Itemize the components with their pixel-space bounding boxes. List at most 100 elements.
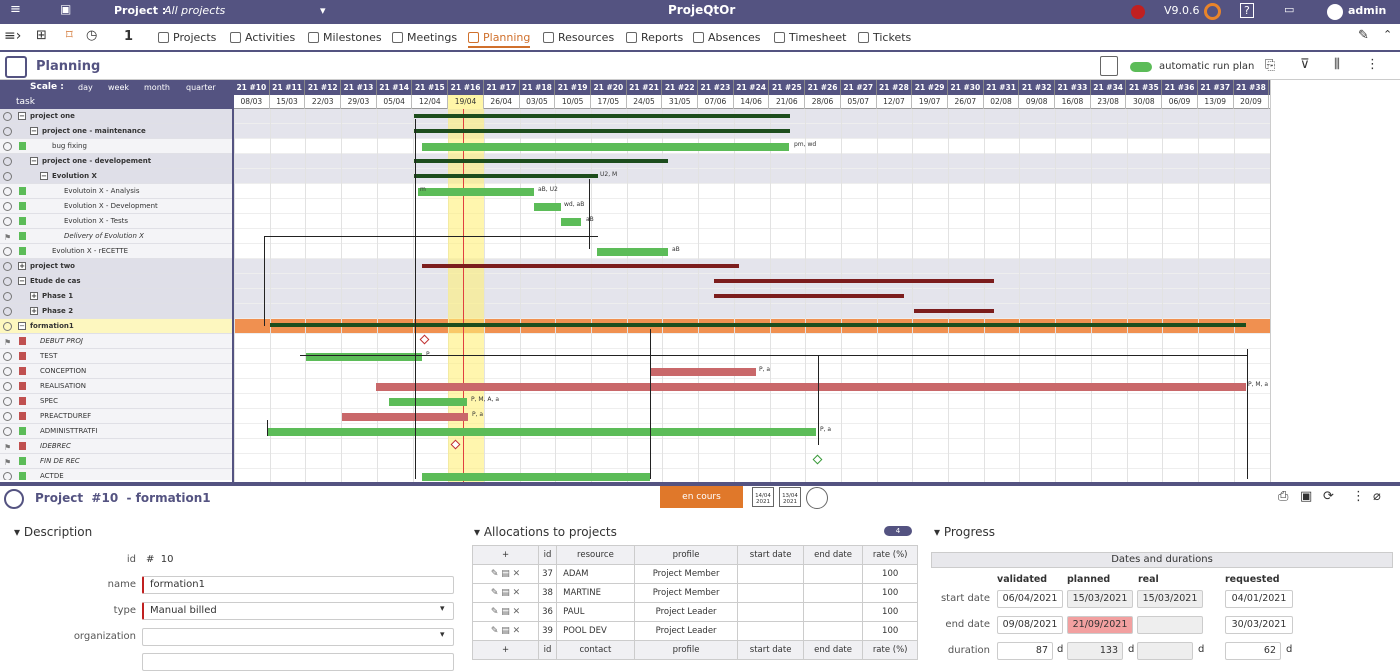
task-row[interactable]: − project one - maintenance [0,124,232,139]
gantt-bar[interactable] [422,473,650,481]
gantt-bar[interactable] [414,129,790,133]
row-actions[interactable]: ✎ ▤ ✕ [472,621,539,641]
collapse-icon[interactable]: − [18,112,26,120]
gantt-bar[interactable] [342,413,468,421]
tab-projects[interactable]: Projects [158,31,216,44]
progress-header[interactable]: ▾ Progress [934,525,996,539]
scale-month[interactable]: month [144,83,170,92]
hierarchy-icon[interactable] [806,487,828,509]
col-header[interactable]: end date [802,545,864,565]
row-actions[interactable]: ✎ ▤ ✕ [472,583,539,603]
bar-label[interactable]: P, M, A, a [471,396,500,403]
help-icon[interactable]: ? [1240,3,1254,18]
gantt-bar[interactable] [306,353,422,361]
tab-activities[interactable]: Activities [230,31,295,44]
task-row[interactable]: TEST [0,349,232,364]
gantt-scroll-area[interactable] [1270,80,1400,482]
gantt-bar[interactable] [389,398,467,406]
tab-planning[interactable]: Planning [468,31,531,48]
columns-icon[interactable]: ⫼ [1334,57,1340,72]
scale-quarter[interactable]: quarter [186,83,216,92]
col-header[interactable]: resource [556,545,635,565]
task-row[interactable]: + project two [0,259,232,274]
bar-label[interactable]: aB, U2 [538,186,558,193]
end-requested[interactable]: 30/03/2021 [1225,616,1293,634]
task-row[interactable]: CONCEPTION [0,364,232,379]
history-icon[interactable]: ◷ [86,28,98,43]
scale-week[interactable]: week [108,83,130,92]
dur-validated[interactable]: 87 [997,642,1053,660]
bar-label[interactable]: aB [672,246,680,253]
refresh-icon[interactable]: ⟳ [1323,489,1334,504]
collapse-icon[interactable]: − [30,157,38,165]
dur-requested[interactable]: 62 [1225,642,1281,660]
type-select[interactable]: Manual billed [142,602,454,620]
tab-timesheet[interactable]: Timesheet [774,31,846,44]
col-header[interactable]: id [537,545,558,565]
gantt-bar[interactable] [714,294,904,298]
collapse-icon[interactable]: + [18,262,26,270]
gantt-bar[interactable] [270,323,1246,327]
chevron-down-icon[interactable]: ▾ [320,4,326,17]
task-row[interactable]: + Phase 2 [0,304,232,319]
extra-field[interactable] [142,653,454,671]
scale-day[interactable]: day [78,83,93,92]
tab-reports[interactable]: Reports [626,31,683,44]
task-row[interactable]: bug fixing [0,139,232,154]
project-selector[interactable]: All projects [164,4,226,17]
row-actions[interactable]: ✎ ▤ ✕ [472,602,539,622]
more-icon[interactable]: ⋮ [1366,57,1379,72]
gantt-bar[interactable] [597,248,668,256]
task-row[interactable]: − Etude de cas [0,274,232,289]
task-row[interactable]: ⚑ IDEBREC [0,439,232,454]
col-header[interactable]: profile [633,640,739,660]
task-row[interactable]: Evolution X - Development [0,199,232,214]
collapse-icon[interactable]: + [30,292,38,300]
calculator-icon[interactable] [1100,56,1118,76]
calendar-icon-end[interactable]: 13/04 2021 [779,487,801,507]
task-row[interactable]: + Phase 1 [0,289,232,304]
start-requested[interactable]: 04/01/2021 [1225,590,1293,608]
collapse-icon[interactable]: − [30,127,38,135]
avatar[interactable] [1327,4,1343,20]
end-validated[interactable]: 09/08/2021 [997,616,1063,634]
add-icon[interactable]: ⊞ [36,28,47,43]
task-row[interactable]: Evolution X - Tests [0,214,232,229]
refresh-icon[interactable] [1204,3,1221,20]
task-row[interactable]: − Evolution X [0,169,232,184]
gantt-bar[interactable] [650,368,756,376]
add-contact-button[interactable]: + [472,640,539,660]
calendar-icon-start[interactable]: 14/04 2021 [752,487,774,507]
col-header[interactable]: start date [737,640,804,660]
bookmark-icon[interactable]: ⌑ [66,28,73,43]
bar-label[interactable]: aB [586,216,594,223]
bar-label[interactable]: wd, aB [564,201,585,208]
auto-run-toggle[interactable] [1130,62,1152,72]
tab-tickets[interactable]: Tickets [858,31,911,44]
bar-label[interactable]: P, M, a [1248,381,1269,388]
task-row[interactable]: PREACTDUREF [0,409,232,424]
description-header[interactable]: ▾ Description [14,525,93,539]
gantt-bar[interactable] [418,188,534,196]
collapse-icon[interactable]: − [18,322,26,330]
col-header[interactable]: end date [802,640,864,660]
col-header[interactable]: contact [556,640,635,660]
pencil-icon[interactable]: ✎ [1358,28,1369,43]
collapse-icon[interactable]: + [30,307,38,315]
gantt-bar[interactable] [414,114,790,118]
gantt-bar[interactable] [914,309,994,313]
allocations-header[interactable]: ▾ Allocations to projects [474,525,617,539]
nav-toggle-icon[interactable]: ≡› [4,28,22,44]
filter-icon[interactable]: ⊽ [1300,57,1310,72]
task-row[interactable]: ACTDE [0,469,232,480]
col-header[interactable]: rate (%) [862,545,918,565]
gantt-bar[interactable] [534,203,561,211]
attachment-icon[interactable]: ⌀ [1373,489,1381,504]
task-row[interactable]: ⚑ Delivery of Evolution X [0,229,232,244]
window-icon[interactable]: ▣ [60,2,72,16]
collapse-icon[interactable]: ⌃ [1383,28,1393,41]
chevron-down-icon[interactable]: ▾ [440,630,445,640]
gantt-bar[interactable] [268,428,816,436]
tab-meetings[interactable]: Meetings [392,31,457,44]
organization-select[interactable] [142,628,454,646]
